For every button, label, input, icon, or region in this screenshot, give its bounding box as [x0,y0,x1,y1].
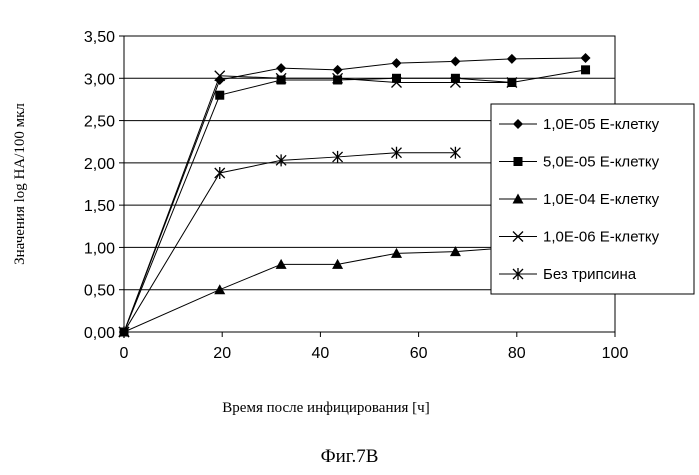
series-5 [119,147,460,338]
data-point [392,58,402,68]
figure-caption: Фиг.7В [0,446,699,468]
data-point [333,65,343,75]
x-tick-label: 40 [312,345,330,362]
x-axis-title: Время после инфицирования [ч] [222,400,429,416]
y-axis-title: Значения log HA/100 мкл [12,103,28,265]
y-tick-label: 0,50 [84,283,115,300]
data-point [215,91,224,100]
y-tick-label: 1,00 [84,240,115,257]
data-point [215,167,225,179]
series-4 [119,71,517,337]
legend-label: 1,0E-05 Е-клетку [543,116,660,133]
y-tick-label: 2,00 [84,156,115,173]
data-point [333,75,342,84]
data-point [507,54,517,64]
data-point [276,63,286,73]
x-tick-label: 60 [410,345,428,362]
y-tick-label: 2,50 [84,114,115,131]
legend-label: Без трипсина [543,266,637,283]
legend-label: 5,0E-05 Е-клетку [543,154,660,171]
x-tick-label: 0 [120,345,129,362]
y-tick-label: 1,50 [84,198,115,215]
x-tick-label: 100 [602,345,629,362]
data-point [451,74,460,83]
x-tick-label: 80 [508,345,526,362]
data-point [450,56,460,66]
y-tick-label: 0,00 [84,325,115,342]
x-tick-label: 20 [213,345,231,362]
line-chart: 0,00 0,50 1,00 1,50 2,00 2,50 3,00 3,50 0 20 40 60 8… [0,0,699,440]
y-tick-label: 3,50 [84,29,115,46]
data-point [581,53,591,63]
data-point [277,75,286,84]
legend-marker [514,157,523,166]
data-point [581,65,590,74]
data-point [392,74,401,83]
legend: 1,0E-05 Е-клетку 5,0E-05 Е-клетку 1,0E-04 … [491,104,694,294]
series-line [124,76,512,332]
legend-label: 1,0E-04 Е-клетку [543,191,660,208]
legend-label: 1,0E-06 Е-клетку [543,229,660,246]
series-line [124,153,455,332]
y-tick-label: 3,00 [84,71,115,88]
